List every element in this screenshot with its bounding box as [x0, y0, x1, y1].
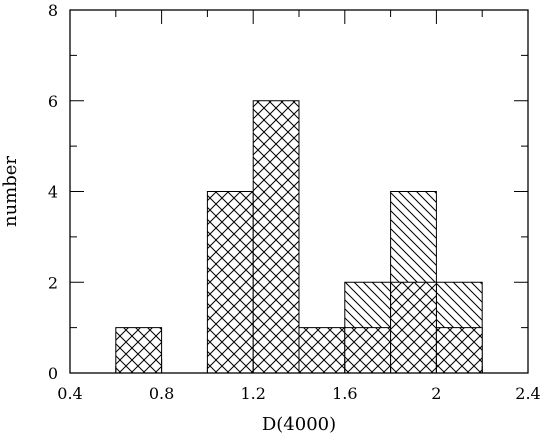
cross-hatch-bars [115, 100, 483, 374]
y-tick-labels: 0 2 4 6 8 [48, 1, 58, 383]
x-axis-label: D(4000) [262, 414, 336, 435]
y-axis-label: number [0, 156, 21, 227]
bar-cross-hatch [390, 281, 437, 374]
bar-cross-hatch [252, 100, 300, 374]
bar-cross-hatch [206, 191, 254, 374]
x-tick-labels: 0.4 0.8 1.2 1.6 2 2.4 [57, 384, 540, 403]
x-tick-label: 0.4 [57, 384, 82, 403]
x-tick-label: 1.6 [332, 384, 357, 403]
y-tick-label: 8 [48, 1, 58, 20]
bar-cross-hatch [435, 327, 483, 374]
y-tick-label: 0 [48, 364, 58, 383]
axis-ticks [69, 9, 529, 374]
bar-cross-hatch [115, 327, 163, 374]
x-tick-label: 2 [431, 384, 441, 403]
x-tick-label: 0.8 [149, 384, 174, 403]
bar-cross-hatch [298, 327, 346, 374]
bar-cross-hatch [344, 327, 392, 374]
y-tick-label: 2 [48, 273, 58, 292]
y-tick-label: 6 [48, 92, 58, 111]
y-tick-label: 4 [48, 183, 58, 202]
x-tick-label: 2.4 [515, 384, 540, 403]
x-tick-label: 1.2 [240, 384, 265, 403]
